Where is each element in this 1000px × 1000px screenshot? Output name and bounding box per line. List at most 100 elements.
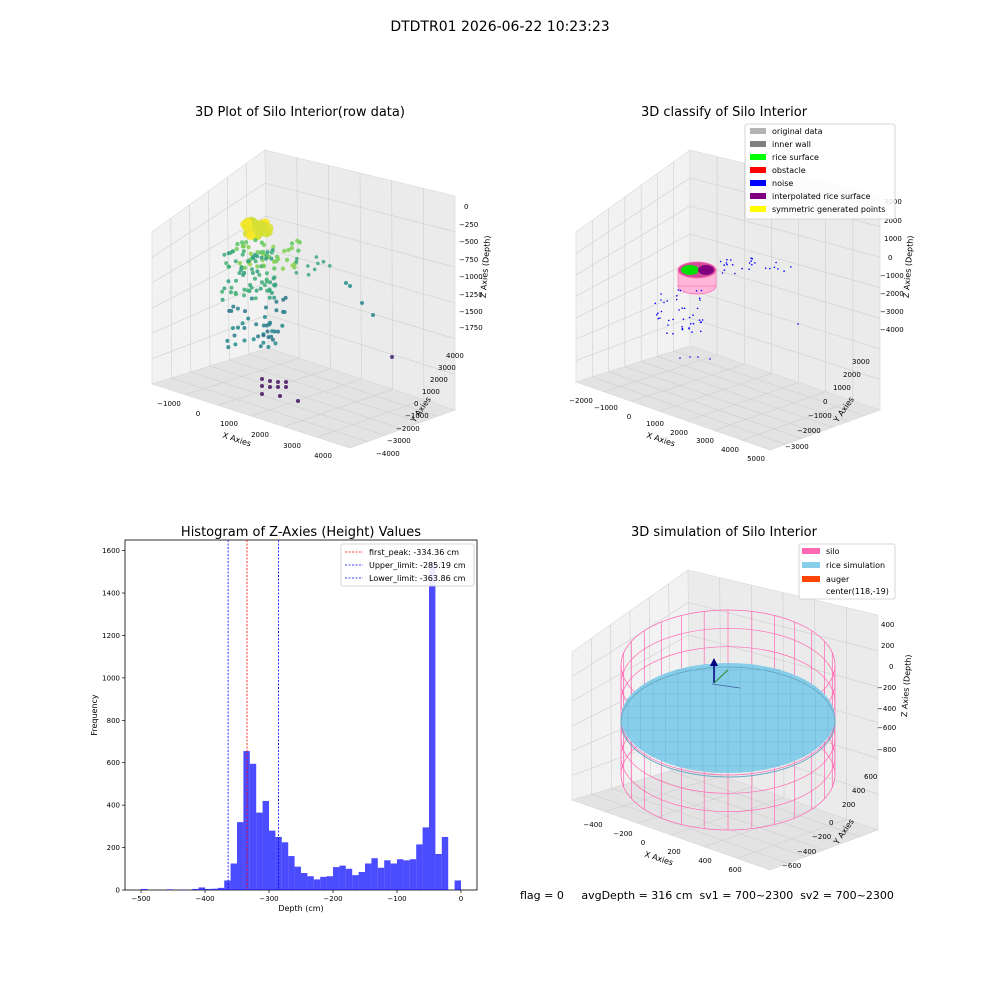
scatter-point bbox=[243, 309, 247, 314]
legend-swatch-original-data bbox=[750, 128, 766, 134]
noise-point bbox=[679, 289, 682, 292]
scatter-point bbox=[260, 392, 264, 396]
panel4-rice-simulation bbox=[620, 663, 836, 778]
noise-point bbox=[764, 267, 767, 270]
panel2-xtick: −1000 bbox=[594, 404, 618, 412]
noise-point bbox=[667, 324, 669, 326]
histogram-bar bbox=[211, 888, 218, 890]
noise-point bbox=[731, 263, 734, 266]
panel2-interpolated-surface bbox=[698, 265, 714, 275]
noise-point bbox=[660, 299, 662, 301]
panel2-xtick: 3000 bbox=[696, 437, 714, 445]
noise-point bbox=[725, 262, 728, 264]
noise-point bbox=[797, 323, 799, 325]
panel2-ztick: −4000 bbox=[880, 326, 904, 334]
scatter-point bbox=[248, 251, 253, 256]
panel4-xtick: −400 bbox=[583, 821, 602, 829]
grid-line bbox=[267, 314, 456, 375]
noise-point bbox=[657, 317, 660, 320]
panel4-xtick: 600 bbox=[728, 866, 741, 874]
scatter-point bbox=[273, 282, 278, 287]
scatter-point bbox=[294, 260, 299, 264]
panel2-ytick: 2000 bbox=[843, 371, 861, 379]
scatter-point bbox=[220, 297, 225, 302]
scatter-point bbox=[237, 261, 243, 266]
noise-point bbox=[709, 358, 711, 360]
scatter-point bbox=[239, 267, 244, 272]
histogram-bar bbox=[429, 562, 436, 890]
legend-swatch-obstacle bbox=[750, 167, 766, 173]
scatter-point bbox=[265, 329, 270, 334]
scatter-point bbox=[240, 252, 245, 257]
noise-point bbox=[696, 307, 699, 310]
legend-swatch-auger bbox=[802, 576, 820, 582]
panel1-ytick: −3000 bbox=[387, 437, 411, 445]
panel2-ytick: 1000 bbox=[833, 384, 851, 392]
grid-line bbox=[641, 361, 833, 428]
scatter-point bbox=[282, 248, 287, 254]
histogram-bar bbox=[217, 887, 225, 890]
panel2-title: 3D classify of Silo Interior bbox=[641, 105, 808, 120]
panel1-xtick: 3000 bbox=[283, 442, 301, 450]
scatter-point bbox=[264, 271, 269, 276]
histogram-bar bbox=[141, 888, 148, 890]
scatter-point bbox=[242, 326, 247, 330]
scatter-point bbox=[235, 306, 240, 311]
histogram-bar bbox=[384, 860, 391, 890]
histogram-bar bbox=[416, 844, 423, 890]
noise-point bbox=[748, 268, 750, 271]
grid-line bbox=[714, 391, 826, 431]
grid-line bbox=[689, 317, 881, 380]
noise-point bbox=[701, 319, 704, 321]
scatter-point bbox=[242, 270, 247, 275]
legend-swatch-symmetric bbox=[750, 206, 766, 212]
panel1-xtick: 2000 bbox=[251, 431, 269, 439]
panel1-title: 3D Plot of Silo Interior(row data) bbox=[195, 105, 405, 120]
panel2-ztick: −1000 bbox=[880, 272, 904, 280]
y-tick-label: 400 bbox=[107, 802, 120, 810]
noise-point bbox=[672, 318, 674, 321]
histogram-bar bbox=[198, 887, 205, 890]
panel4-y-ticks: −600 −400 −200 0 200 400 600 bbox=[782, 773, 877, 870]
scatter-point bbox=[271, 244, 276, 250]
scatter-point bbox=[282, 310, 287, 314]
panel1-xtick: 4000 bbox=[314, 452, 332, 460]
scatter-point bbox=[267, 295, 272, 300]
noise-point bbox=[676, 295, 678, 297]
panel1-ztick: −1250 bbox=[459, 291, 483, 299]
scatter-point bbox=[261, 333, 266, 338]
y-tick-label: 1200 bbox=[102, 632, 120, 640]
panel4-ytick: 400 bbox=[852, 787, 865, 795]
histogram-bar bbox=[320, 876, 327, 890]
scatter-point bbox=[237, 271, 242, 275]
scatter-point bbox=[314, 255, 319, 259]
panel1-z-ticks: 0 −250 −500 −750 −1000 −1250 −1500 −1750 bbox=[459, 203, 483, 332]
grid-line bbox=[631, 364, 745, 402]
scatter-point bbox=[270, 329, 275, 334]
panel2-floor-pane bbox=[575, 345, 881, 451]
y-tick-label: 800 bbox=[107, 717, 120, 725]
scatter-point bbox=[257, 222, 267, 232]
scatter-point bbox=[294, 271, 299, 275]
scatter-point bbox=[312, 267, 317, 272]
grid-line bbox=[575, 233, 691, 297]
noise-point bbox=[719, 260, 722, 263]
legend-swatch-interpolated bbox=[750, 193, 766, 199]
panel-classify: 3D classify of Silo Interior −2000 −1000… bbox=[569, 105, 915, 463]
x-tick-label: −400 bbox=[195, 895, 214, 903]
grid-line bbox=[575, 289, 691, 340]
scatter-point bbox=[290, 263, 295, 268]
legend-label-silo: silo bbox=[826, 547, 840, 556]
histogram-bar bbox=[326, 876, 333, 890]
noise-point bbox=[699, 299, 701, 301]
noise-point bbox=[655, 314, 658, 316]
grid-line bbox=[689, 205, 881, 258]
scatter-point bbox=[222, 252, 227, 257]
scatter-point bbox=[266, 345, 271, 349]
noise-point bbox=[721, 272, 724, 274]
scatter-point bbox=[240, 244, 246, 249]
panel4-ztick: 200 bbox=[881, 642, 894, 650]
legend-swatch-silo bbox=[802, 548, 820, 554]
scatter-point bbox=[264, 305, 268, 310]
noise-point bbox=[734, 272, 736, 275]
